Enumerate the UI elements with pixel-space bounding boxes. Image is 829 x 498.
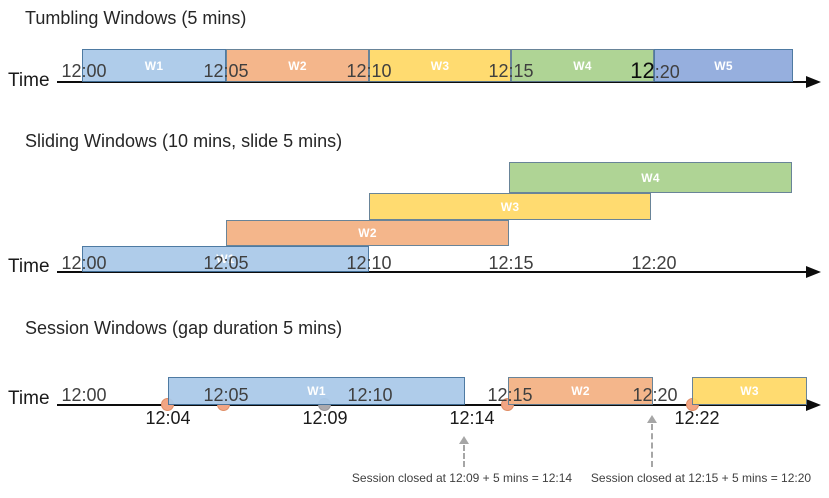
- window-label: W3: [430, 58, 450, 73]
- window-w3: W3: [692, 377, 807, 405]
- tick-label: 12:15: [487, 385, 533, 405]
- tick-hours: 12: [630, 58, 655, 83]
- section-title: Session Windows (gap duration 5 mins): [25, 318, 343, 338]
- tick-label: 12:10: [347, 385, 393, 405]
- window-label: W1: [307, 384, 326, 398]
- window-w4: W4: [511, 49, 654, 82]
- session-closed-annotation: Session closed at 12:15 + 5 mins = 12:20: [590, 471, 812, 485]
- timeline-line: [57, 404, 807, 406]
- time-axis-label: Time: [8, 70, 50, 91]
- window-label: W1: [144, 58, 164, 73]
- timeline-line: [57, 271, 807, 273]
- event-time-label: 12:22: [674, 408, 720, 428]
- timeline-arrowhead-icon: [806, 76, 821, 88]
- section-title: Tumbling Windows (5 mins): [25, 8, 247, 28]
- tick-minutes: :20: [654, 62, 680, 82]
- window-w3: W3: [369, 49, 511, 82]
- window-label: W5: [714, 58, 733, 73]
- tick-label: 12:15: [488, 61, 534, 81]
- window-w2: W2: [508, 377, 653, 405]
- tick-label: 12:20: [631, 253, 677, 273]
- window-label: W3: [740, 384, 759, 398]
- event-time-label: 12:09: [302, 408, 348, 428]
- section-title: Sliding Windows (10 mins, slide 5 mins): [25, 131, 343, 151]
- window-label: W1: [216, 252, 235, 266]
- tick-label: 12:05: [203, 61, 249, 81]
- tick-label: 12:10: [346, 253, 392, 273]
- tick-label: 12:00: [61, 61, 107, 81]
- session-closed-arrow-stem: [651, 424, 653, 467]
- tick-label: 12:00: [61, 253, 107, 273]
- time-axis-label: Time: [8, 256, 50, 277]
- window-label: W2: [571, 384, 590, 398]
- event-time-label: 12:14: [449, 408, 495, 428]
- window-label: W2: [288, 58, 307, 73]
- event-time-label: 12:04: [145, 408, 191, 428]
- window-w5: W5: [654, 49, 793, 82]
- tick-label: 12:00: [61, 385, 107, 405]
- session-closed-annotation: Session closed at 12:09 + 5 mins = 12:14: [351, 471, 573, 485]
- window-w1: W1: [82, 246, 369, 272]
- session-closed-arrow-icon: [647, 415, 657, 423]
- tick-label: 12:20: [630, 58, 680, 84]
- tick-label: 12:05: [203, 253, 249, 273]
- tick-label: 12:20: [632, 385, 678, 405]
- timeline-line: [57, 81, 807, 83]
- window-w1: W1: [168, 377, 465, 405]
- timeline-arrowhead-icon: [806, 266, 821, 278]
- window-w2: W2: [226, 49, 369, 82]
- window-label: W3: [500, 199, 520, 214]
- session-closed-arrow-stem: [463, 445, 465, 467]
- time-axis-label: Time: [8, 388, 50, 409]
- tick-label: 12:10: [346, 61, 392, 81]
- timeline-arrowhead-icon: [806, 399, 821, 411]
- window-w3: W3: [369, 193, 651, 220]
- window-label: W4: [641, 170, 660, 185]
- window-w1: W1: [82, 49, 226, 82]
- tick-label: 12:15: [488, 253, 534, 273]
- window-label: W2: [358, 226, 377, 240]
- window-w2: W2: [226, 220, 509, 246]
- window-label: W4: [573, 58, 592, 73]
- tick-label: 12:05: [203, 385, 249, 405]
- session-closed-arrow-icon: [459, 436, 469, 444]
- window-w4: W4: [509, 162, 792, 193]
